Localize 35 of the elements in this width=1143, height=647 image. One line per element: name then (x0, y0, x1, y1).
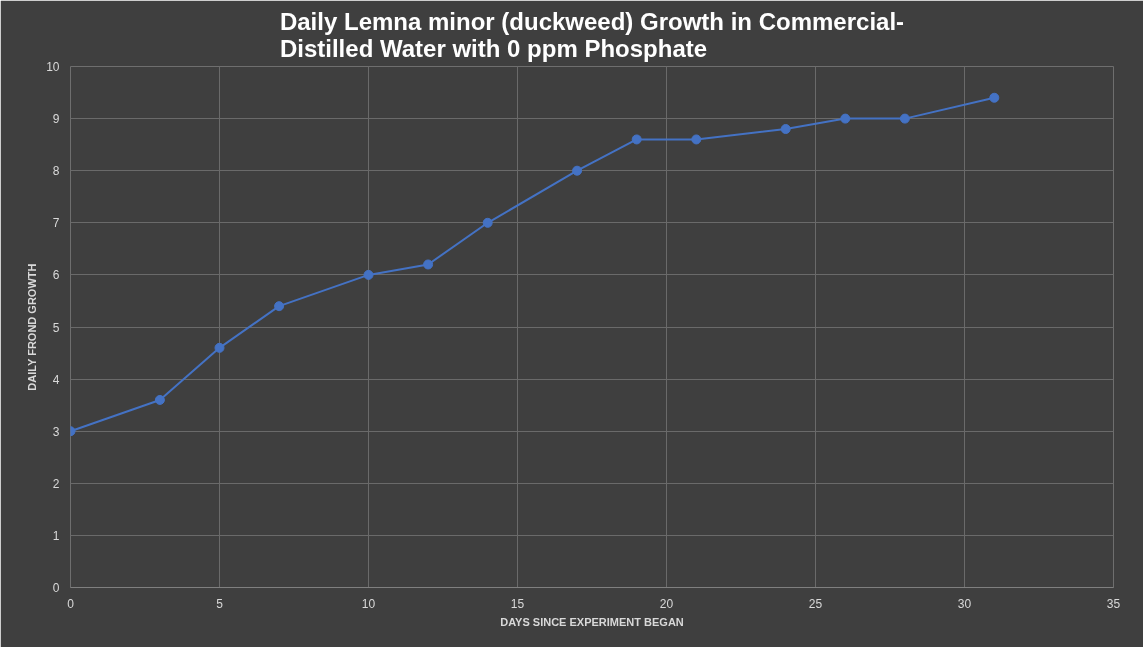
point (840, 113, 851, 124)
x-axis-title: DAYS SINCE EXPERIMENT BEGAN (500, 615, 684, 628)
y-tick-label: 9 (52, 112, 60, 127)
y-tick-label: 6 (52, 268, 60, 283)
y-tick-label: 3 (52, 424, 60, 439)
x-tick-label: 25 (808, 596, 823, 611)
point (482, 217, 493, 228)
y-tick-label: 5 (52, 320, 60, 335)
point (363, 269, 374, 280)
point (423, 259, 434, 270)
y-tick-label: 4 (52, 372, 60, 387)
point (989, 92, 1000, 103)
y-tick-label: 10 (46, 60, 60, 74)
x-tick-label: 20 (659, 596, 674, 611)
point (214, 342, 225, 353)
x-tick-label: 30 (957, 596, 972, 611)
point (780, 124, 791, 135)
point (631, 134, 642, 145)
y-tick-label: 7 (52, 216, 60, 231)
x-tick-label: 0 (67, 596, 75, 611)
point (154, 394, 165, 405)
x-tick-label: 15 (510, 596, 525, 611)
y-tick-label: 8 (52, 164, 60, 179)
x-tick-label: 10 (361, 596, 376, 611)
point (899, 113, 910, 124)
y-tick-label: 1 (52, 528, 60, 543)
y-tick-label: 0 (52, 581, 60, 595)
y-tick-label: 2 (52, 476, 60, 491)
x-tick-label: 5 (216, 596, 224, 611)
point (274, 301, 285, 312)
chart-title: Daily Lemna minor (duckweed) Growth in Commercial- Distilled Water with 0 ppm Phosphate (279, 7, 905, 62)
x-tick-label: 35 (1106, 596, 1121, 611)
point (691, 134, 702, 145)
y-axis-title: DAILY FROND GROWTH (26, 263, 39, 391)
point (572, 165, 583, 176)
